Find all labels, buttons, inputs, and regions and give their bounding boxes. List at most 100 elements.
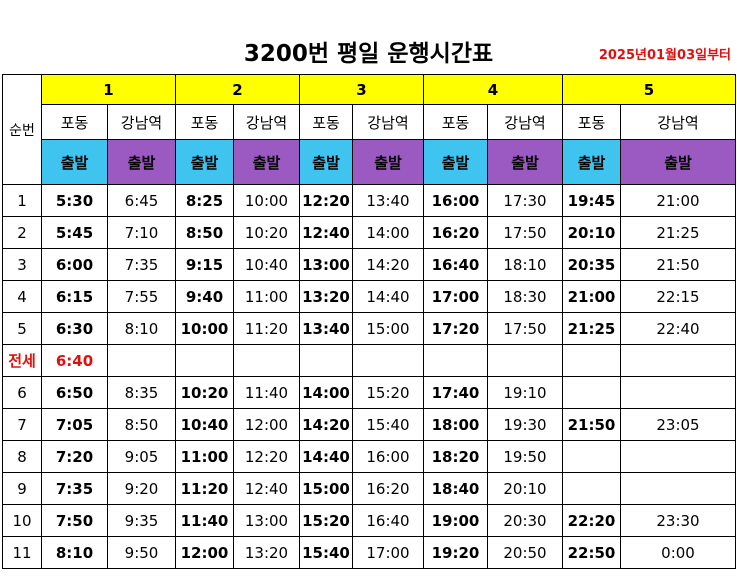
- depart-to-time: 18:30: [487, 280, 563, 313]
- row-seq: 7: [2, 408, 42, 441]
- depart-to-time: 14:00: [352, 216, 424, 249]
- depart-to-time: [620, 376, 736, 409]
- depart-from-time: 16:00: [423, 184, 488, 217]
- depart-to-time: 13:00: [233, 504, 300, 537]
- table-row: 11 8:10 9:50 12:00 13:20 15:40 17:00 19:20 20:50…: [2, 536, 736, 569]
- stop-from-header: 포동: [175, 104, 234, 140]
- depart-from-time: 6:50: [41, 376, 108, 409]
- depart-to-time: 17:50: [487, 216, 563, 249]
- depart-to-time: 15:00: [352, 312, 424, 345]
- depart-to-time: 8:10: [107, 312, 176, 345]
- depart-from-time: 15:00: [299, 472, 353, 505]
- depart-to-time: 11:00: [233, 280, 300, 313]
- table-row: 8 7:20 9:05 11:00 12:20 14:40 16:00 18:20 19:50: [2, 440, 736, 473]
- timetable: 순번 1 2 3 4 5 포동 강남역 포동 강남역 포동 강남역 포동 강남역…: [2, 74, 736, 569]
- depart-from-time: 21:50: [562, 408, 621, 441]
- depart-from-time: 14:40: [299, 440, 353, 473]
- group-header-5: 5: [562, 74, 736, 105]
- stop-to-header: 강남역: [352, 104, 424, 140]
- depart-from-time: [423, 344, 488, 377]
- table-row: 6 6:50 8:35 10:20 11:40 14:00 15:20 17:40 19:10: [2, 376, 736, 409]
- depart-from-time: [299, 344, 353, 377]
- table-row: 1 5:30 6:45 8:25 10:00 12:20 13:40 16:00 17:30 19…: [2, 184, 736, 217]
- depart-from-time: 17:20: [423, 312, 488, 345]
- depart-from-time: 13:00: [299, 248, 353, 281]
- row-seq: 6: [2, 376, 42, 409]
- depart-to-time: 20:50: [487, 536, 563, 569]
- depart-from-time: 18:00: [423, 408, 488, 441]
- stop-to-header: 강남역: [487, 104, 563, 140]
- row-seq: 2: [2, 216, 42, 249]
- row-seq: 3: [2, 248, 42, 281]
- depart-from-time: 17:00: [423, 280, 488, 313]
- depart-from-time: 5:30: [41, 184, 108, 217]
- stop-from-header: 포동: [562, 104, 621, 140]
- depart-from-time: 9:15: [175, 248, 234, 281]
- depart-to-time: 11:20: [233, 312, 300, 345]
- depart-to-time: 21:25: [620, 216, 736, 249]
- depart-to-time: 9:05: [107, 440, 176, 473]
- table-row: 7 7:05 8:50 10:40 12:00 14:20 15:40 18:00 19:30 2…: [2, 408, 736, 441]
- depart-to-time: [487, 344, 563, 377]
- depart-to-time: 23:30: [620, 504, 736, 537]
- depart-to-time: 16:40: [352, 504, 424, 537]
- depart-from-time: 10:00: [175, 312, 234, 345]
- depart-to-time: 17:30: [487, 184, 563, 217]
- depart-to-header: 출발: [233, 139, 300, 185]
- depart-from-time: 14:00: [299, 376, 353, 409]
- depart-to-time: 22:15: [620, 280, 736, 313]
- depart-from-time: 11:20: [175, 472, 234, 505]
- depart-to-time: 19:50: [487, 440, 563, 473]
- depart-to-header: 출발: [107, 139, 176, 185]
- depart-from-time: 6:40: [41, 344, 108, 377]
- title-row: 3200번 평일 운행시간표 2025년01월03일부터: [0, 0, 737, 74]
- depart-from-time: 11:40: [175, 504, 234, 537]
- depart-from-time: 12:20: [299, 184, 353, 217]
- depart-to-time: 15:20: [352, 376, 424, 409]
- depart-from-time: [562, 472, 621, 505]
- row-seq: 전세: [2, 344, 42, 377]
- depart-to-time: 19:10: [487, 376, 563, 409]
- row-seq: 1: [2, 184, 42, 217]
- depart-to-time: 18:10: [487, 248, 563, 281]
- depart-from-time: 12:40: [299, 216, 353, 249]
- table-row: 9 7:35 9:20 11:20 12:40 15:00 16:20 18:40 20:10: [2, 472, 736, 505]
- depart-to-time: 9:50: [107, 536, 176, 569]
- depart-to-time: 17:00: [352, 536, 424, 569]
- stop-from-header: 포동: [299, 104, 353, 140]
- depart-to-time: 13:20: [233, 536, 300, 569]
- depart-from-header: 출발: [299, 139, 353, 185]
- depart-to-time: [620, 344, 736, 377]
- depart-to-time: 13:40: [352, 184, 424, 217]
- depart-from-time: 22:50: [562, 536, 621, 569]
- depart-from-time: 6:30: [41, 312, 108, 345]
- depart-from-time: 7:35: [41, 472, 108, 505]
- depart-to-time: 20:10: [487, 472, 563, 505]
- depart-from-time: 8:25: [175, 184, 234, 217]
- depart-to-time: 16:20: [352, 472, 424, 505]
- depart-to-time: 7:55: [107, 280, 176, 313]
- depart-from-time: 5:45: [41, 216, 108, 249]
- row-seq: 11: [2, 536, 42, 569]
- depart-from-time: 19:20: [423, 536, 488, 569]
- table-row: 4 6:15 7:55 9:40 11:00 13:20 14:40 17:00 18:30 21…: [2, 280, 736, 313]
- depart-from-time: 20:10: [562, 216, 621, 249]
- depart-from-time: 21:00: [562, 280, 621, 313]
- table-row: 2 5:45 7:10 8:50 10:20 12:40 14:00 16:20 17:50 20…: [2, 216, 736, 249]
- depart-from-time: 16:40: [423, 248, 488, 281]
- stop-to-header: 강남역: [620, 104, 736, 140]
- group-header-3: 3: [299, 74, 424, 105]
- depart-to-time: 11:40: [233, 376, 300, 409]
- depart-to-time: 10:40: [233, 248, 300, 281]
- depart-from-time: 13:40: [299, 312, 353, 345]
- row-seq: 8: [2, 440, 42, 473]
- depart-from-time: 13:20: [299, 280, 353, 313]
- depart-from-time: 12:00: [175, 536, 234, 569]
- depart-from-time: [562, 344, 621, 377]
- row-seq: 10: [2, 504, 42, 537]
- depart-to-time: 8:50: [107, 408, 176, 441]
- depart-from-time: 17:40: [423, 376, 488, 409]
- direction-header-row: 출발 출발 출발 출발 출발 출발 출발 출발 출발 출발: [3, 139, 736, 185]
- depart-to-time: 12:40: [233, 472, 300, 505]
- depart-from-time: 10:40: [175, 408, 234, 441]
